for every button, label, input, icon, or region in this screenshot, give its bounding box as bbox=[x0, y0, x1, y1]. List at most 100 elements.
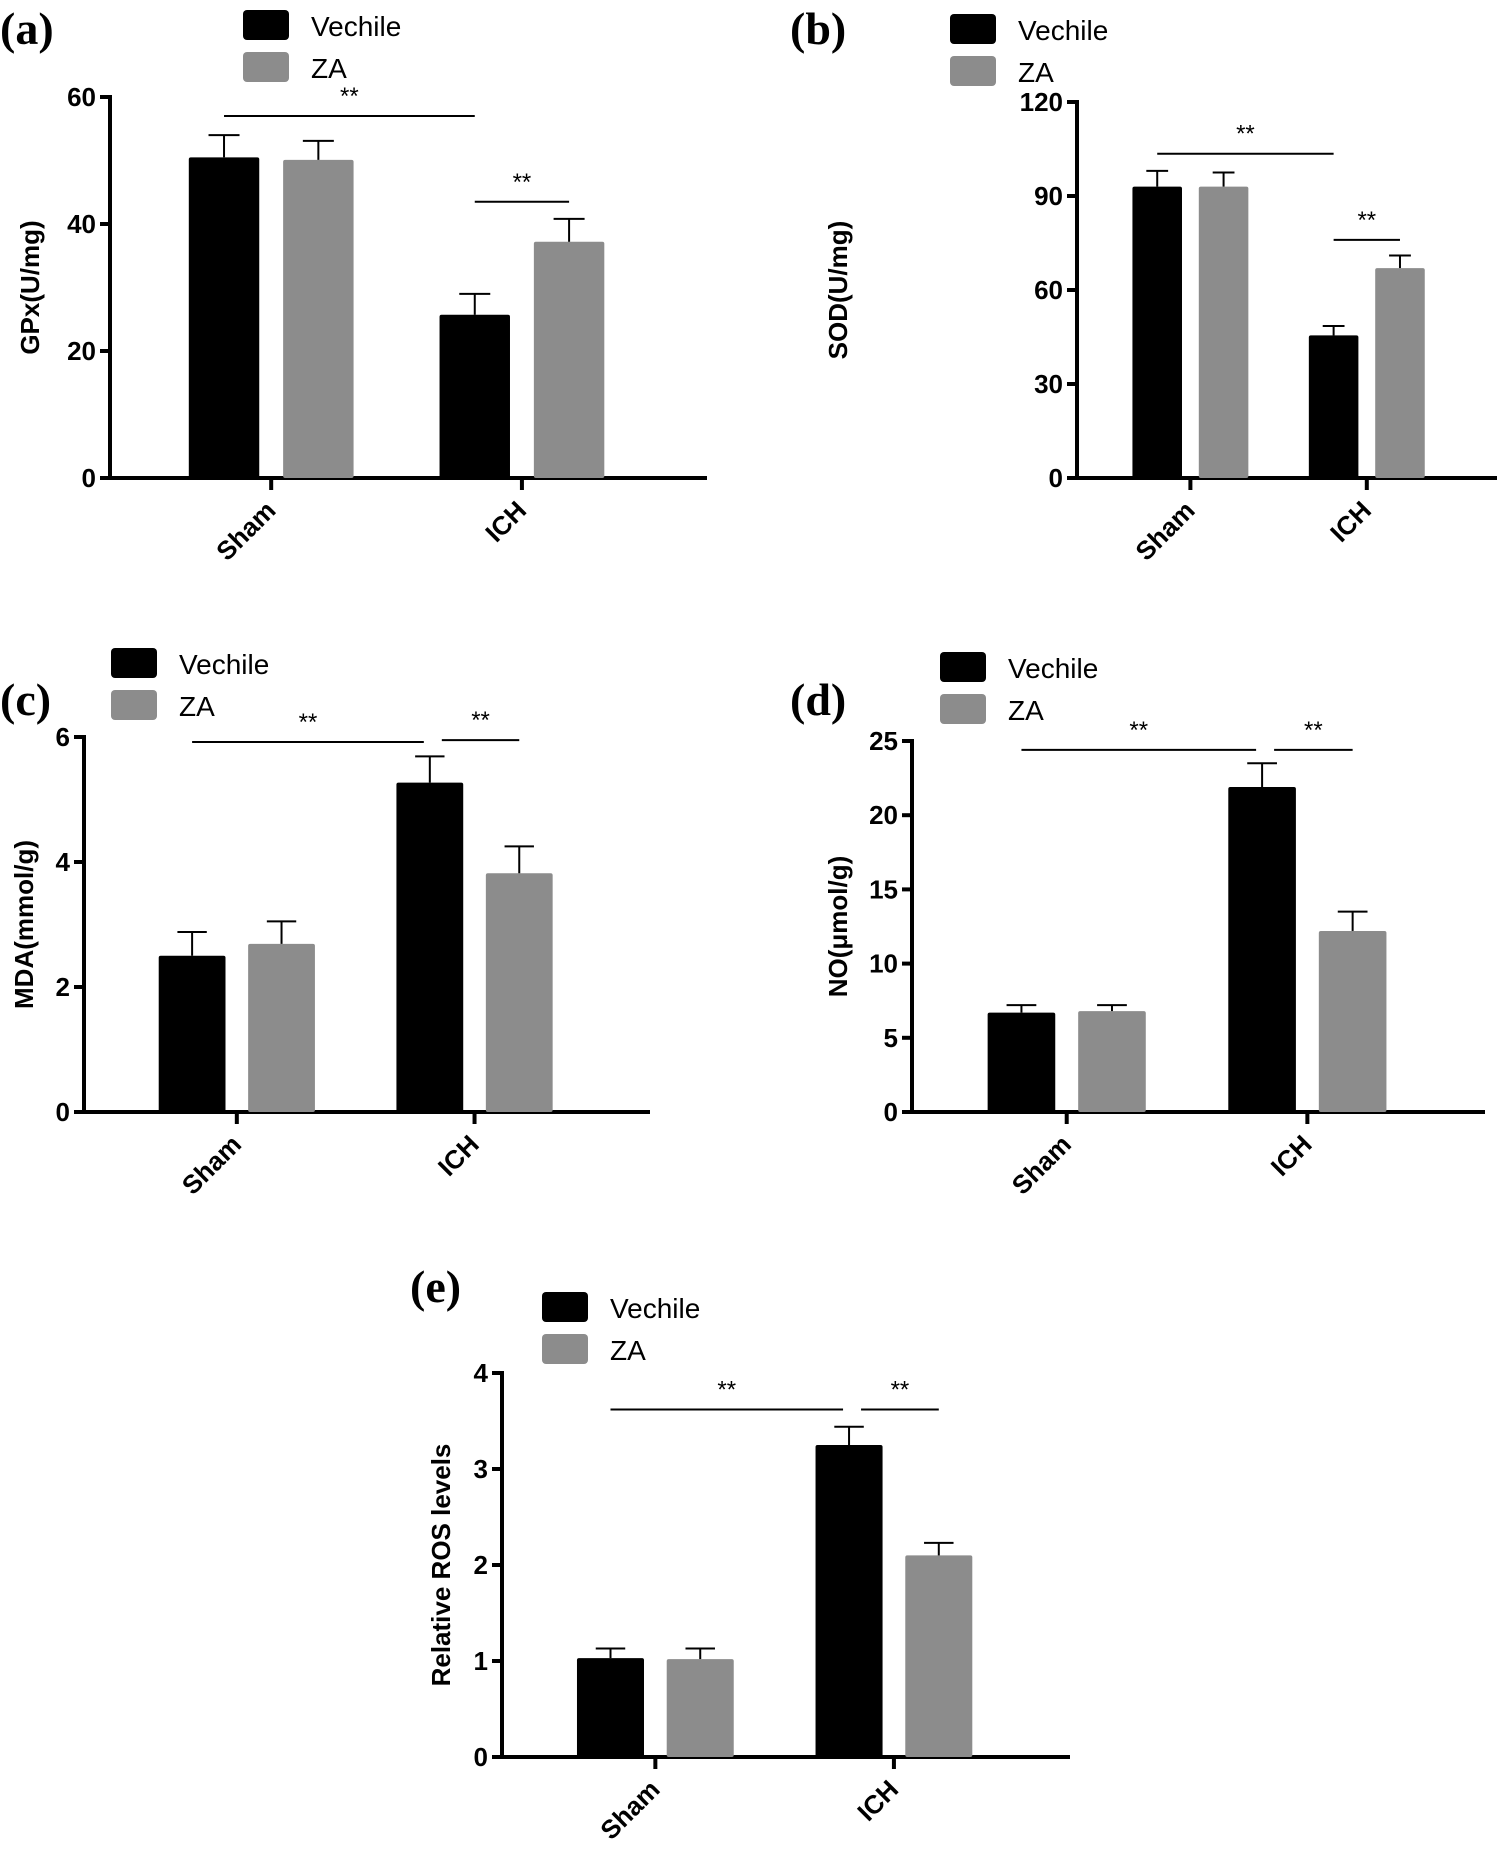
legend-label: ZA bbox=[179, 691, 215, 722]
bar-vechile-ich bbox=[396, 782, 464, 1112]
significance-label: ** bbox=[513, 169, 532, 196]
legend-label: ZA bbox=[1018, 57, 1054, 88]
y-tick-label: 120 bbox=[1020, 87, 1063, 117]
bar-za-ich bbox=[1318, 930, 1387, 1112]
y-tick-label: 40 bbox=[67, 209, 96, 239]
y-tick-label: 10 bbox=[869, 949, 898, 979]
legend-label: ZA bbox=[610, 1335, 646, 1366]
bar-za-sham bbox=[283, 159, 354, 479]
x-tick-label: ICH bbox=[432, 1129, 485, 1182]
legend-swatch-za bbox=[111, 690, 157, 720]
legend-label: Vechile bbox=[179, 649, 269, 680]
chart-panel-b: (b) Vechile ZA 0 30 60 90 120 SOD(U/mg) Sham ICH **… bbox=[790, 3, 1497, 566]
bar-vechile-sham bbox=[188, 157, 260, 478]
panel-label: (b) bbox=[790, 3, 846, 54]
legend: Vechile ZA bbox=[950, 14, 1108, 88]
legend-swatch-vechile bbox=[542, 1292, 588, 1322]
y-tick-label: 6 bbox=[56, 722, 70, 752]
bar-vechile-sham bbox=[987, 1012, 1056, 1112]
y-axis-label: MDA(mmol/g) bbox=[9, 840, 39, 1009]
bar-vechile-sham bbox=[576, 1658, 644, 1757]
y-axis-label: NO(μmol/g) bbox=[823, 856, 853, 998]
panel-label: (a) bbox=[0, 3, 54, 54]
legend-label: Vechile bbox=[610, 1293, 700, 1324]
y-tick-label: 15 bbox=[869, 874, 898, 904]
x-tick-label: Sham bbox=[594, 1774, 665, 1845]
significance-label: ** bbox=[471, 707, 490, 734]
significance-label: ** bbox=[1357, 207, 1376, 234]
y-tick-label: 0 bbox=[474, 1742, 488, 1772]
y-tick-label: 2 bbox=[56, 972, 70, 1002]
legend-swatch-vechile bbox=[940, 652, 986, 682]
y-tick-label: 20 bbox=[67, 336, 96, 366]
bar-vechile-sham bbox=[158, 955, 226, 1112]
x-tick-label: Sham bbox=[210, 495, 281, 566]
legend-label: Vechile bbox=[311, 11, 401, 42]
bar-za-sham bbox=[1198, 186, 1249, 478]
x-tick-label: Sham bbox=[1006, 1129, 1077, 1200]
y-tick-label: 20 bbox=[869, 800, 898, 830]
panel-label: (e) bbox=[410, 1261, 461, 1312]
y-tick-label: 60 bbox=[1034, 275, 1063, 305]
legend-swatch-za bbox=[542, 1334, 588, 1364]
legend: Vechile ZA bbox=[940, 652, 1098, 726]
bar-za-sham bbox=[666, 1659, 734, 1757]
panel-label: (d) bbox=[790, 674, 846, 725]
legend-label: Vechile bbox=[1008, 653, 1098, 684]
y-tick-label: 4 bbox=[56, 847, 71, 877]
significance-label: ** bbox=[1236, 121, 1255, 148]
significance-label: ** bbox=[891, 1376, 910, 1403]
legend: Vechile ZA bbox=[243, 10, 401, 84]
y-tick-label: 25 bbox=[869, 726, 898, 756]
legend-swatch-za bbox=[950, 56, 996, 86]
legend-swatch-vechile bbox=[111, 648, 157, 678]
x-tick-label: ICH bbox=[479, 495, 532, 548]
significance-label: ** bbox=[299, 709, 318, 736]
legend-swatch-vechile bbox=[243, 10, 289, 40]
chart-panel-e: (e) Vechile ZA 0 1 2 3 4 Relative ROS levels Sham… bbox=[410, 1261, 1070, 1845]
bar-vechile-ich bbox=[815, 1445, 883, 1757]
legend-swatch-vechile bbox=[950, 14, 996, 44]
chart-panel-a: (a) Vechile ZA 0 20 40 60 GPx(U/mg) Sham ICH ** ** bbox=[0, 3, 707, 566]
y-tick-label: 2 bbox=[474, 1550, 488, 1580]
x-tick-label: ICH bbox=[851, 1774, 904, 1827]
bar-vechile-ich bbox=[1308, 335, 1359, 478]
legend-label: Vechile bbox=[1018, 15, 1108, 46]
chart-panel-d: (d) Vechile ZA 0 5 10 15 20 25 NO(μmol/g) Sham ICH *… bbox=[790, 652, 1485, 1200]
y-tick-label: 0 bbox=[1049, 463, 1063, 493]
bar-vechile-ich bbox=[439, 314, 510, 478]
y-axis-label: Relative ROS levels bbox=[426, 1444, 456, 1687]
panel-label: (c) bbox=[0, 674, 51, 725]
bar-vechile-ich bbox=[1228, 787, 1296, 1112]
y-tick-label: 0 bbox=[884, 1097, 898, 1127]
legend: Vechile ZA bbox=[111, 648, 269, 722]
x-tick-label: ICH bbox=[1265, 1129, 1318, 1182]
chart-panel-c: (c) Vechile ZA 0 2 4 6 MDA(mmol/g) Sham ICH ** ** bbox=[0, 648, 650, 1200]
y-tick-label: 30 bbox=[1034, 369, 1063, 399]
significance-label: ** bbox=[1129, 717, 1148, 744]
significance-label: ** bbox=[340, 83, 359, 110]
x-tick-label: Sham bbox=[176, 1129, 247, 1200]
legend-label: ZA bbox=[311, 53, 347, 84]
y-tick-label: 0 bbox=[82, 463, 96, 493]
legend-label: ZA bbox=[1008, 695, 1044, 726]
legend-swatch-za bbox=[243, 52, 289, 82]
legend-swatch-za bbox=[940, 694, 986, 724]
bar-za-sham bbox=[248, 943, 315, 1112]
y-axis-label: GPx(U/mg) bbox=[15, 220, 45, 354]
bar-za-ich bbox=[905, 1555, 973, 1757]
bar-vechile-sham bbox=[1132, 186, 1182, 478]
y-tick-label: 5 bbox=[884, 1023, 898, 1053]
significance-label: ** bbox=[1304, 717, 1323, 744]
y-tick-label: 0 bbox=[56, 1097, 70, 1127]
x-tick-label: Sham bbox=[1129, 495, 1200, 566]
bar-za-sham bbox=[1078, 1011, 1146, 1112]
y-tick-label: 90 bbox=[1034, 181, 1063, 211]
y-tick-label: 1 bbox=[474, 1646, 488, 1676]
y-tick-label: 3 bbox=[474, 1454, 488, 1484]
bar-za-ich bbox=[1375, 268, 1425, 478]
x-tick-label: ICH bbox=[1324, 495, 1377, 548]
significance-label: ** bbox=[717, 1376, 736, 1403]
y-tick-label: 60 bbox=[67, 82, 96, 112]
